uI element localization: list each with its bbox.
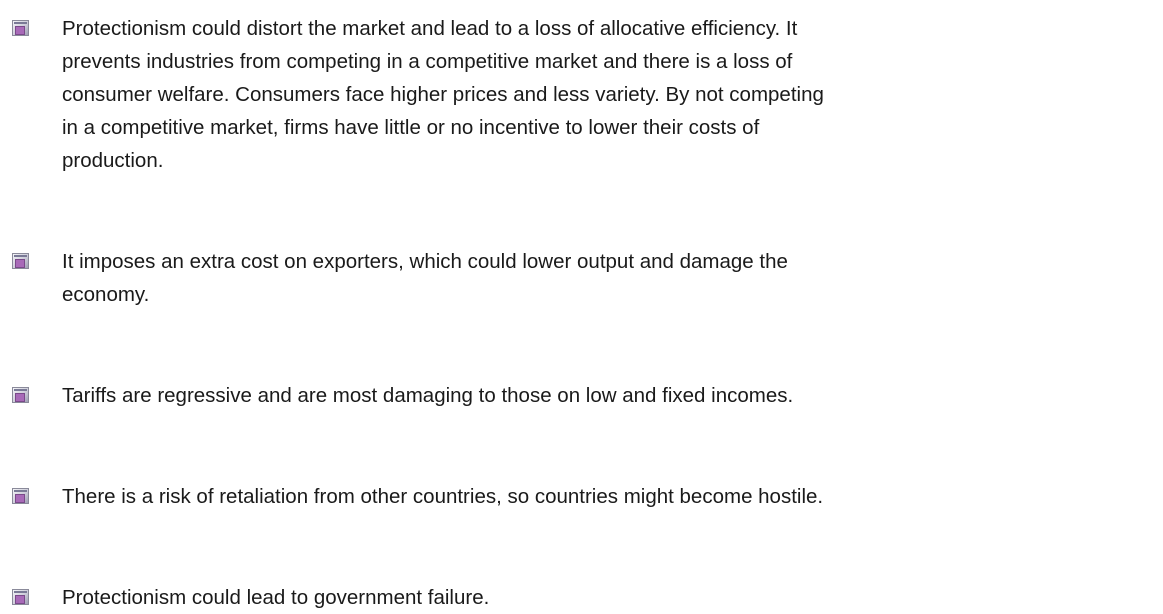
bullet-icon [12, 253, 29, 269]
bullet-text: economy. [62, 283, 150, 306]
bullet-item: There is a risk of retaliation from othe… [0, 480, 1163, 513]
bullet-text: It imposes an extra cost on exporters, w… [62, 250, 788, 273]
bullet-text: in a competitive market, firms have litt… [62, 116, 760, 139]
bullet-icon [12, 387, 29, 403]
bullet-item: Protectionism could lead to government f… [0, 581, 1163, 614]
bullet-text: Tariffs are regressive and are most dama… [62, 384, 794, 407]
bullet-icon [12, 589, 29, 605]
bullet-item: Tariffs are regressive and are most dama… [0, 379, 1163, 412]
bullet-icon [12, 488, 29, 504]
bullet-text: consumer welfare. Consumers face higher … [62, 83, 824, 106]
bullet-text: Protectionism could lead to government f… [62, 586, 490, 609]
bullet-text: Protectionism could distort the market a… [62, 17, 798, 40]
bullet-text: prevents industries from competing in a … [62, 50, 793, 73]
bullet-item: It imposes an extra cost on exporters, w… [0, 245, 1163, 311]
bullet-item: Protectionism could distort the market a… [0, 12, 1163, 177]
bullet-text: There is a risk of retaliation from othe… [62, 485, 824, 508]
bullet-text: production. [62, 149, 164, 172]
bullet-icon [12, 20, 29, 36]
